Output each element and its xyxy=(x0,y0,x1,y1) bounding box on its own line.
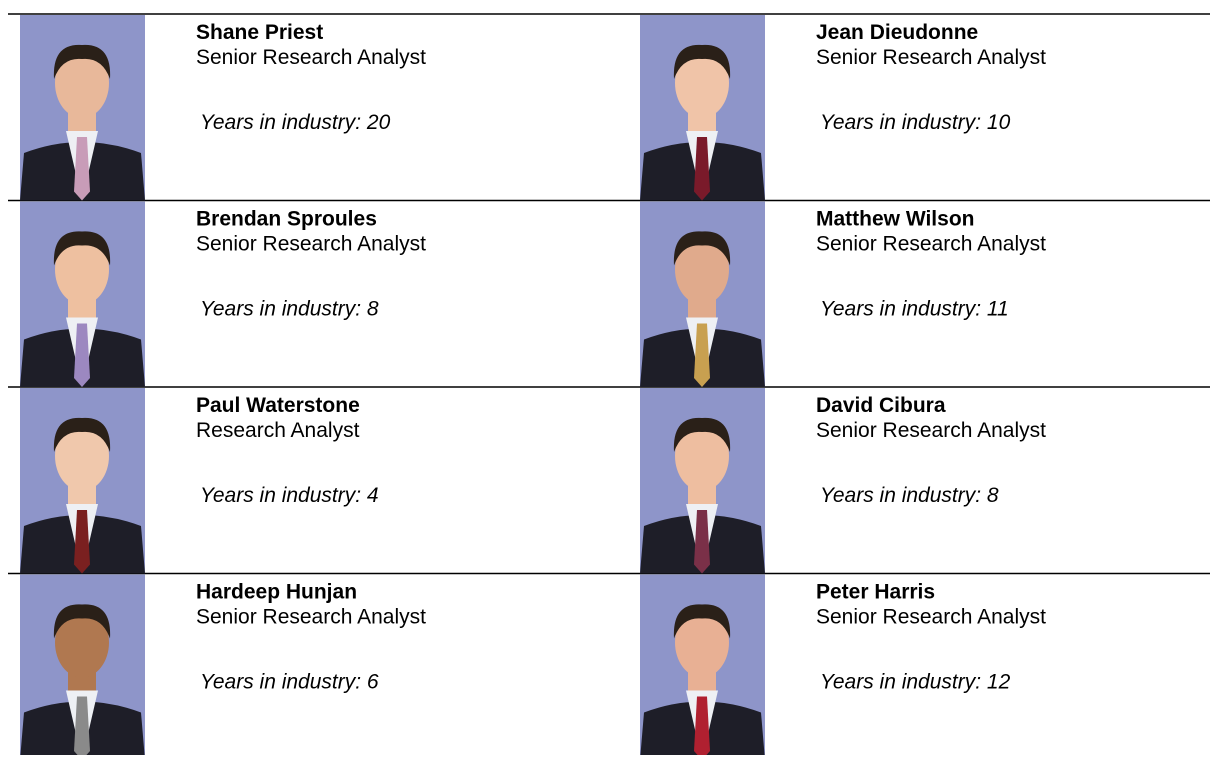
person-role: Senior Research Analyst xyxy=(196,233,426,256)
person-name: Jean Dieudonne xyxy=(816,21,978,44)
person-role: Senior Research Analyst xyxy=(816,419,1046,442)
years-in-industry: Years in industry: 8 xyxy=(820,484,999,507)
profile-photo xyxy=(20,575,145,756)
person-name: Shane Priest xyxy=(196,21,323,44)
person-name: Paul Waterstone xyxy=(196,394,360,417)
profile-photo xyxy=(640,388,765,574)
profile-photo xyxy=(20,202,145,388)
profile-photo xyxy=(640,202,765,388)
person-role: Senior Research Analyst xyxy=(816,46,1046,69)
profile-photo xyxy=(20,388,145,574)
years-in-industry: Years in industry: 10 xyxy=(820,111,1011,134)
person-name: Matthew Wilson xyxy=(816,208,974,231)
years-in-industry: Years in industry: 8 xyxy=(200,298,379,321)
person-name: Hardeep Hunjan xyxy=(196,581,357,604)
person-role: Senior Research Analyst xyxy=(196,46,426,69)
person-name: Brendan Sproules xyxy=(196,208,377,231)
person-role: Senior Research Analyst xyxy=(816,233,1046,256)
profile-photo xyxy=(20,15,145,201)
profile-photo xyxy=(640,575,765,756)
years-in-industry: Years in industry: 20 xyxy=(200,111,391,134)
person-name: David Cibura xyxy=(816,394,946,417)
profile-photo xyxy=(640,15,765,201)
person-role: Research Analyst xyxy=(196,419,360,442)
team-page: Shane PriestSenior Research AnalystYears… xyxy=(0,0,1218,755)
person-role: Senior Research Analyst xyxy=(196,606,426,629)
years-in-industry: Years in industry: 12 xyxy=(820,671,1011,694)
person-name: Peter Harris xyxy=(816,581,935,604)
years-in-industry: Years in industry: 11 xyxy=(820,298,1009,321)
person-role: Senior Research Analyst xyxy=(816,606,1046,629)
years-in-industry: Years in industry: 4 xyxy=(200,484,379,507)
years-in-industry: Years in industry: 6 xyxy=(200,671,379,694)
